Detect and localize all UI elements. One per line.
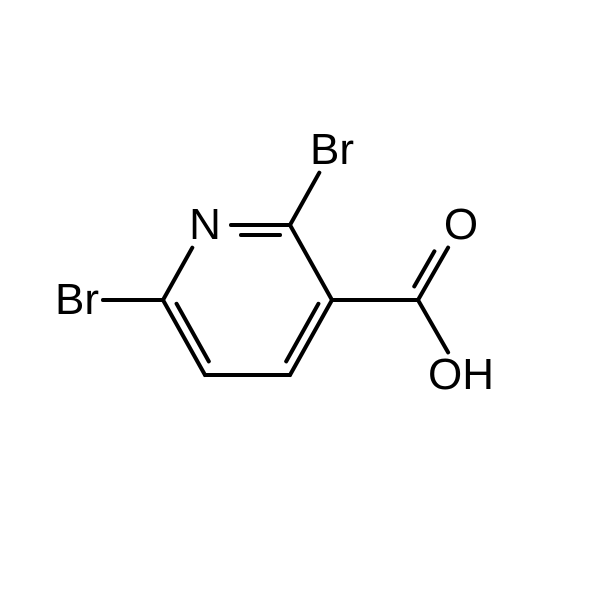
bond: [418, 300, 448, 352]
atom-label-O1: O: [444, 203, 478, 247]
bond: [290, 300, 332, 375]
bond: [414, 251, 434, 286]
bond: [163, 300, 205, 375]
atom-label-Br2: Br: [310, 128, 354, 172]
bond: [290, 225, 332, 300]
bond: [290, 173, 319, 225]
bond: [163, 248, 192, 300]
atom-label-N1: N: [189, 203, 221, 247]
atom-label-O2: OH: [428, 353, 494, 397]
chemical-structure-diagram: N O OH Br Br: [0, 0, 600, 600]
atom-label-Br6: Br: [55, 278, 99, 322]
